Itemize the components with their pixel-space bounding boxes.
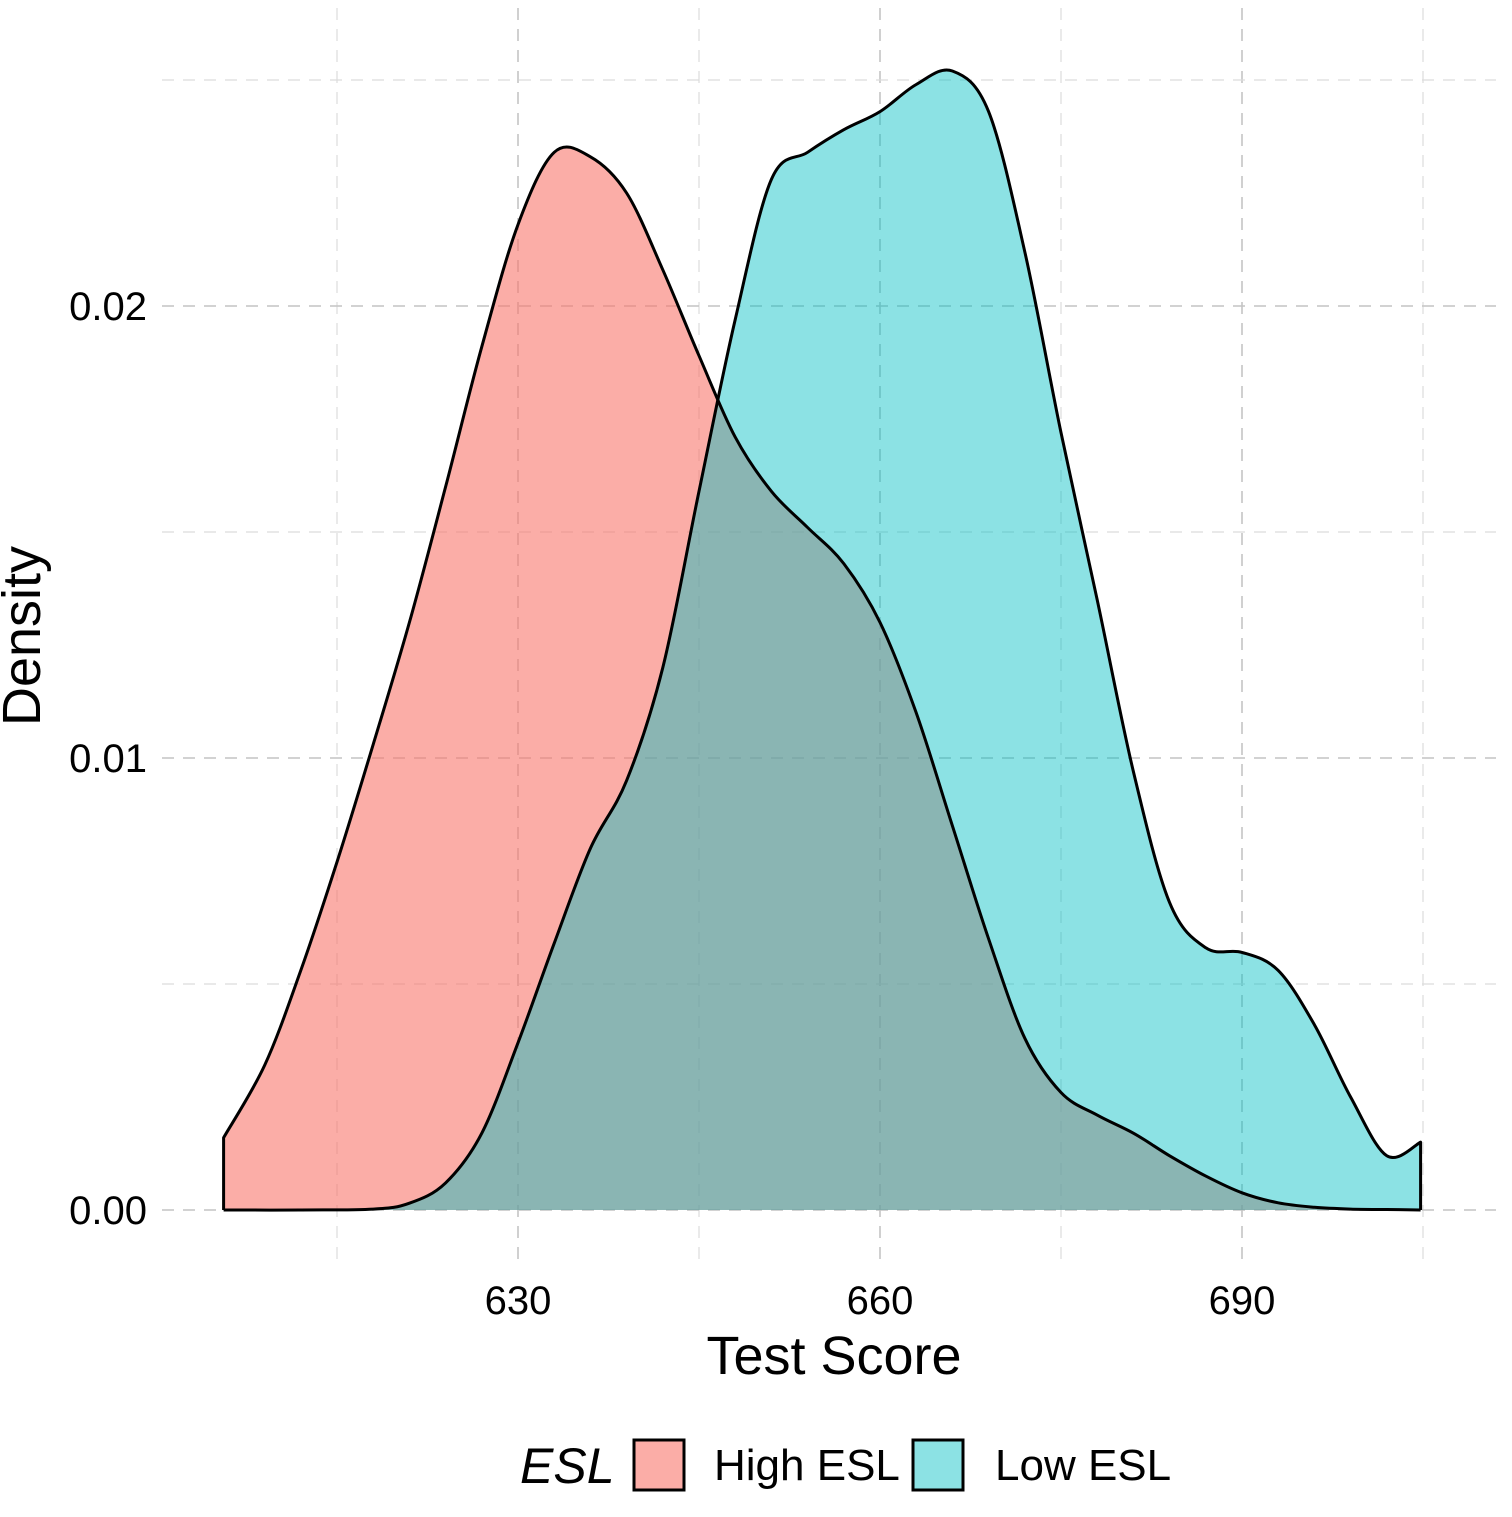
density-areas <box>222 68 1423 1212</box>
x-tick-label: 630 <box>485 1279 552 1323</box>
density-curve-high-esl <box>222 145 1421 1212</box>
x-tick-label: 690 <box>1209 1279 1276 1323</box>
density-area-low-esl <box>223 69 1421 1211</box>
density-curve-low-esl <box>223 68 1423 1212</box>
y-axis-title: Density <box>0 546 52 726</box>
x-axis-ticks: 630 660 690 <box>485 1279 1276 1323</box>
legend-label-low-esl: Low ESL <box>995 1441 1171 1490</box>
y-tick-label: 0.02 <box>69 285 147 329</box>
x-axis-title: Test Score <box>706 1326 961 1386</box>
legend-swatch-high-esl <box>632 1438 686 1492</box>
y-tick-label: 0.00 <box>69 1189 147 1233</box>
legend-title: ESL <box>520 1438 615 1494</box>
legend-label-high-esl: High ESL <box>714 1441 900 1490</box>
density-area-high-esl <box>223 146 1421 1210</box>
legend-swatch-low-esl <box>911 1438 965 1492</box>
y-axis-ticks: 0.00 0.01 0.02 <box>69 285 147 1233</box>
legend: ESL High ESL Low ESL <box>520 1438 1171 1494</box>
y-tick-label: 0.01 <box>69 737 147 781</box>
x-tick-label: 660 <box>847 1279 914 1323</box>
